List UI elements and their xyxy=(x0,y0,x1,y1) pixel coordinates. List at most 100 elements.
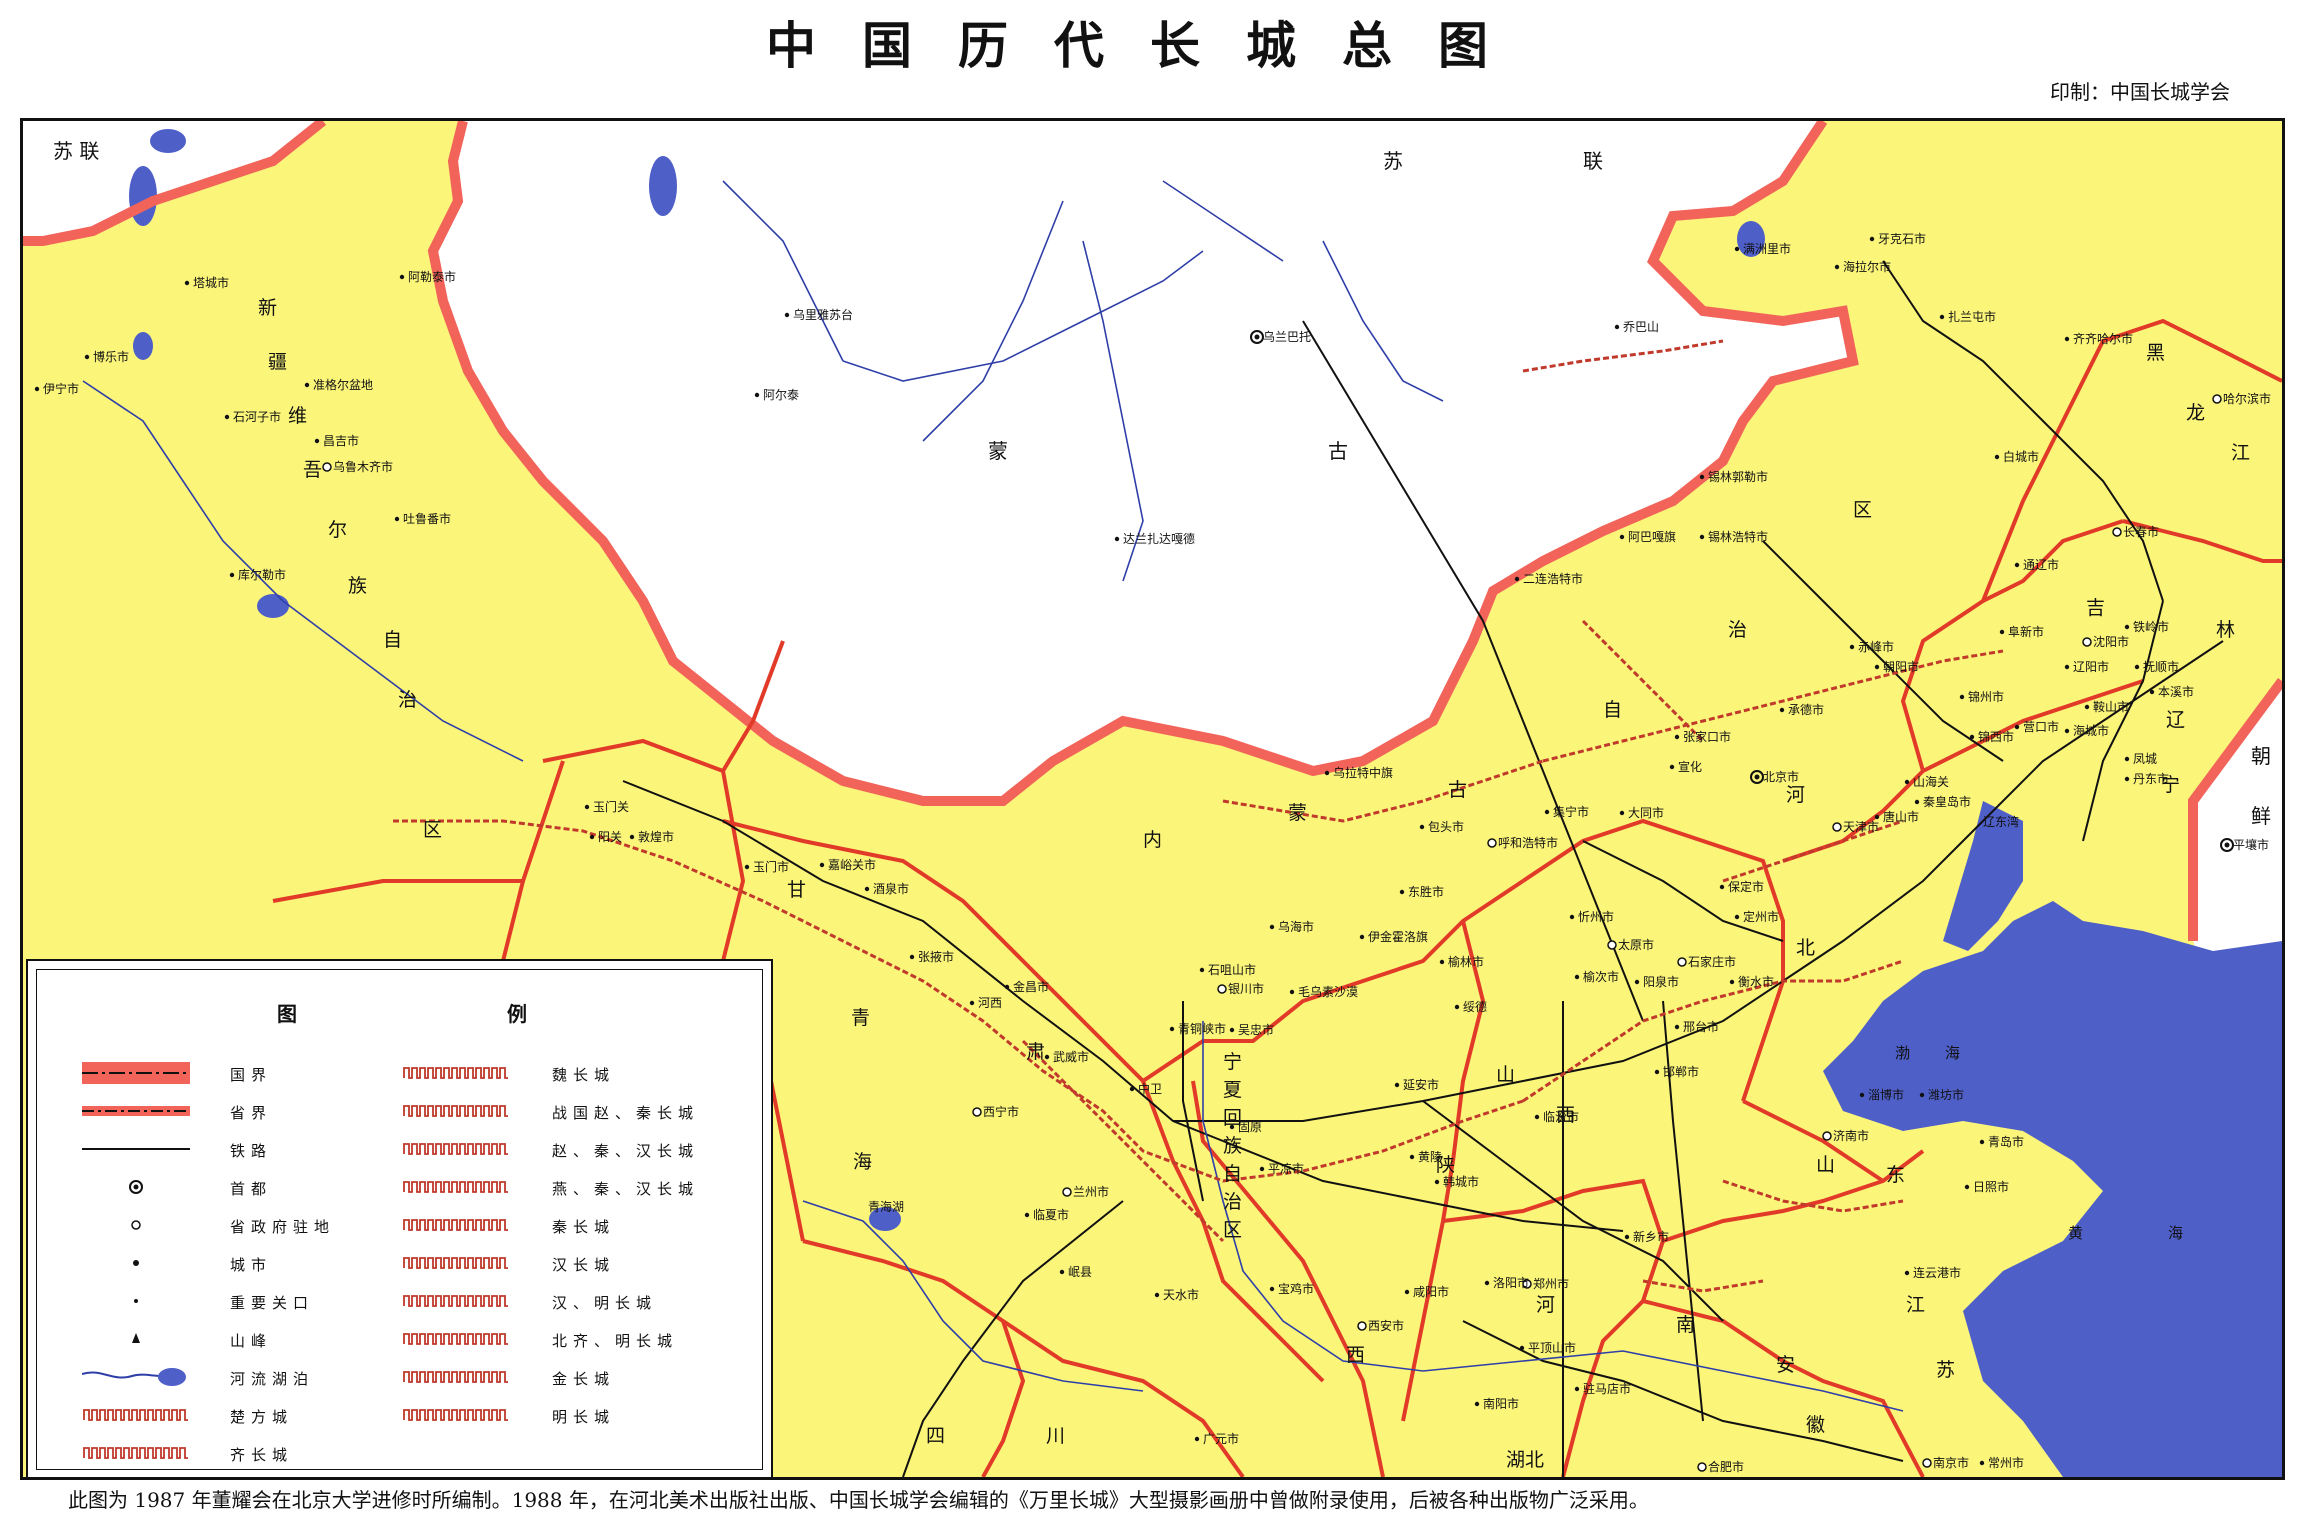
city-label-jinxi: 锦西市 xyxy=(1978,730,2015,744)
city-label-bole: 博乐市 xyxy=(93,350,130,364)
city-label-changzhou: 常州市 xyxy=(1988,1456,2025,1470)
region-shaanxi-2: 西 xyxy=(1346,1344,1366,1366)
capital-dot-beijing xyxy=(1754,774,1760,780)
city-label-chengde: 承德市 xyxy=(1788,703,1825,717)
region-anhui-1: 安 xyxy=(1776,1354,1796,1376)
city-marker-hengshui xyxy=(1729,979,1735,985)
city-marker-dandong xyxy=(2124,776,2130,782)
legend-row-wall-han-ming: 汉、明长城 xyxy=(402,1286,742,1316)
city-marker-qinhuangdao xyxy=(1914,799,1920,805)
legend-symbol-wall-qi xyxy=(83,1447,188,1459)
region-ningxia-1: 宁 xyxy=(1223,1051,1243,1073)
legend-row-national-border: 国界 xyxy=(82,1058,422,1088)
city-label-urumqi: 乌鲁木齐市 xyxy=(333,460,394,474)
region-xinjiang-5: 尔 xyxy=(328,519,348,541)
legend-label-wall-zhao-qin: 战国赵、秦长城 xyxy=(552,1104,700,1122)
city-marker-manzhouli xyxy=(1734,246,1740,252)
city-marker-linfen xyxy=(1534,1114,1540,1120)
water-qinghai-lake: 青海湖 xyxy=(868,1200,905,1214)
region-shandong-2: 东 xyxy=(1886,1164,1906,1186)
city-label-yumenguan: 玉门关 xyxy=(593,800,630,814)
city-marker-yumenguan xyxy=(584,804,590,810)
city-label-jinzhou: 锦州市 xyxy=(1968,690,2005,704)
legend-row-wall-chu: 楚方城 xyxy=(82,1400,422,1430)
legend-label-wall-qin: 秦长城 xyxy=(552,1218,616,1236)
legend-row-wall-qi: 齐长城 xyxy=(82,1438,422,1468)
legend-label-wall-qi: 齐长城 xyxy=(230,1446,294,1464)
city-label-tianshui: 天水市 xyxy=(1163,1288,1200,1302)
city-marker-suide xyxy=(1454,1004,1460,1010)
city-marker-erlian xyxy=(1514,576,1520,582)
provincial-capital-marker-shenyang xyxy=(2082,637,2092,647)
provincial-capital-marker-nanjing xyxy=(1922,1458,1932,1468)
country-label-ussr-west: 苏 联 xyxy=(53,139,100,163)
city-label-fushun: 抚顺市 xyxy=(2143,660,2180,674)
city-label-maowusu: 毛乌素沙漠 xyxy=(1298,985,1359,999)
city-marker-zhangye xyxy=(909,954,915,960)
city-label-tangshan: 唐山市 xyxy=(1883,810,1920,824)
city-marker-benxi xyxy=(2149,689,2155,695)
provincial-capital-marker-zhengzhou xyxy=(1522,1279,1532,1289)
city-label-guangyuan: 广元市 xyxy=(1203,1432,1240,1446)
city-label-xilinhaote: 锡林浩特市 xyxy=(1708,530,1769,544)
city-label-zhongwei: 中卫 xyxy=(1138,1082,1163,1096)
region-gansu-2: 肃 xyxy=(1026,1041,1046,1063)
city-marker-yuci xyxy=(1574,974,1580,980)
city-label-linfen: 临汾市 xyxy=(1543,1110,1580,1124)
city-label-huangling: 黄陵 xyxy=(1418,1150,1443,1164)
water-bohai-1: 渤 xyxy=(1895,1044,1911,1062)
city-marker-dongsheng xyxy=(1399,889,1405,895)
city-marker-baoding xyxy=(1719,884,1725,890)
country-label-ussr-east-2: 联 xyxy=(1583,149,1603,173)
city-label-wuhai: 乌海市 xyxy=(1278,920,1315,934)
city-label-nanjing: 南京市 xyxy=(1933,1456,1970,1470)
city-marker-chaoyang xyxy=(1874,664,1880,670)
city-marker-guangyuan xyxy=(1194,1436,1200,1442)
city-label-altai-mn: 阿尔泰 xyxy=(763,388,800,402)
region-hebei-1: 河 xyxy=(1786,784,1806,806)
city-label-changji: 昌吉市 xyxy=(323,434,360,448)
city-label-benxi: 本溪市 xyxy=(2158,685,2195,699)
city-marker-dalanzadgad xyxy=(1114,536,1120,542)
legend-symbol-wall-ming xyxy=(403,1409,508,1421)
region-xinjiang-7: 自 xyxy=(383,629,403,651)
city-label-zibo: 淄博市 xyxy=(1868,1088,1905,1102)
region-hebei-2: 北 xyxy=(1796,937,1816,959)
city-label-shizuishan: 石咀山市 xyxy=(1208,963,1257,977)
city-label-pyongyang: 平壤市 xyxy=(2233,838,2270,852)
legend-panel: 图 例 国界 省界 铁路 首都 省政府驻地 城市 重要关口 山峰 河流湖泊 楚方城 齐长城 魏长城战… xyxy=(26,959,773,1477)
legend-symbol-capital xyxy=(129,1180,143,1194)
city-label-yingkou: 营口市 xyxy=(2023,720,2060,734)
city-label-tulufan: 吐鲁番市 xyxy=(403,512,452,526)
city-marker-yangguan xyxy=(589,834,595,840)
legend-label-river-lake: 河流湖泊 xyxy=(230,1370,315,1388)
capital-dot-pyongyang xyxy=(2224,842,2230,848)
city-label-yanan: 延安市 xyxy=(1403,1078,1440,1092)
lake-2 xyxy=(150,129,186,153)
region-shanxi-1: 山 xyxy=(1496,1064,1516,1086)
region-henan-1: 河 xyxy=(1536,1294,1556,1316)
provincial-capital-marker-shijiazhuang xyxy=(1677,957,1687,967)
legend-row-wall-zhao-qin-han: 赵、秦、汉长城 xyxy=(402,1134,742,1164)
city-marker-tianshui xyxy=(1154,1292,1160,1298)
city-marker-bole xyxy=(84,354,90,360)
city-label-yulin: 榆林市 xyxy=(1448,955,1485,969)
legend-row-wall-zhao-qin: 战国赵、秦长城 xyxy=(402,1096,742,1126)
legend-label-wall-beiqi-ming: 北齐、明长城 xyxy=(552,1332,679,1350)
legend-label-wall-ming: 明长城 xyxy=(552,1408,616,1426)
region-xinjiang-6: 族 xyxy=(348,575,368,597)
region-liaoning-2: 宁 xyxy=(2161,774,2181,796)
legend-symbol-railway xyxy=(82,1148,190,1150)
city-label-yuci: 榆次市 xyxy=(1583,970,1620,984)
region-jilin-2: 林 xyxy=(2216,619,2236,641)
region-henan-2: 南 xyxy=(1676,1314,1696,1336)
region-shandong-1: 山 xyxy=(1816,1154,1836,1176)
region-xinjiang-4: 吾 xyxy=(303,459,323,481)
city-label-wuzhong: 吴忠市 xyxy=(1238,1023,1275,1037)
provincial-capital-marker-tianjin xyxy=(1832,822,1842,832)
country-label-mongolia-1: 蒙 xyxy=(988,439,1008,463)
city-label-dongsheng: 东胜市 xyxy=(1408,885,1445,899)
city-label-shijiazhuang: 石家庄市 xyxy=(1688,955,1737,969)
city-label-xianyang: 咸阳市 xyxy=(1413,1285,1450,1299)
city-label-xuanhua: 宣化 xyxy=(1678,760,1703,774)
